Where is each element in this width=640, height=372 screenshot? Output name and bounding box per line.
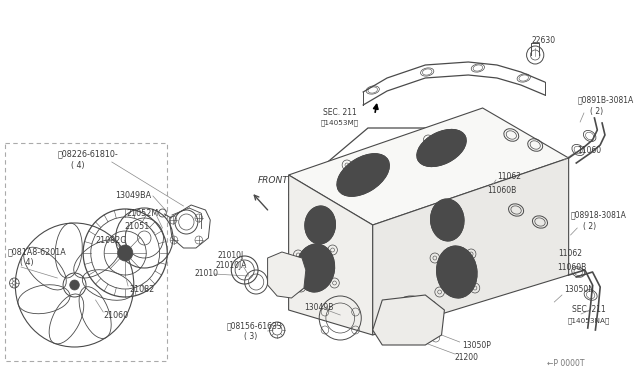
Ellipse shape bbox=[305, 206, 335, 244]
Text: 11062: 11062 bbox=[497, 171, 521, 180]
Ellipse shape bbox=[337, 154, 389, 196]
Text: 22630: 22630 bbox=[531, 35, 556, 45]
Text: ( 2): ( 2) bbox=[583, 221, 596, 231]
Text: 21082: 21082 bbox=[129, 285, 154, 295]
Text: 21082C: 21082C bbox=[95, 235, 127, 244]
Polygon shape bbox=[268, 252, 306, 298]
Text: 21051: 21051 bbox=[124, 221, 150, 231]
Text: SEC. 211: SEC. 211 bbox=[323, 108, 356, 116]
Ellipse shape bbox=[431, 199, 464, 241]
Text: 11062: 11062 bbox=[558, 250, 582, 259]
Text: 、14053NA〉: 、14053NA〉 bbox=[568, 318, 610, 324]
Text: 13050N: 13050N bbox=[564, 285, 594, 295]
Text: Ⓝ081A8-6201A: Ⓝ081A8-6201A bbox=[8, 247, 67, 257]
Text: SEC. 211: SEC. 211 bbox=[572, 305, 605, 314]
Text: Ⓝ08226-61810-: Ⓝ08226-61810- bbox=[58, 150, 118, 158]
Text: 21052M: 21052M bbox=[126, 208, 159, 218]
Circle shape bbox=[70, 280, 79, 290]
Text: 13050P: 13050P bbox=[463, 340, 492, 350]
Circle shape bbox=[118, 245, 133, 261]
Text: ( 3): ( 3) bbox=[244, 333, 257, 341]
Polygon shape bbox=[289, 175, 372, 335]
Text: ( 4): ( 4) bbox=[20, 259, 34, 267]
Polygon shape bbox=[372, 295, 444, 345]
Ellipse shape bbox=[296, 244, 335, 292]
Text: 21010: 21010 bbox=[195, 269, 219, 279]
Ellipse shape bbox=[417, 129, 466, 167]
Text: 13049B: 13049B bbox=[304, 302, 333, 311]
Text: ( 2): ( 2) bbox=[589, 106, 603, 115]
Ellipse shape bbox=[436, 246, 477, 298]
Text: 21010JA: 21010JA bbox=[215, 262, 246, 270]
Text: FRONT: FRONT bbox=[258, 176, 289, 185]
Text: ⒲08156-61633: ⒲08156-61633 bbox=[227, 321, 282, 330]
Text: 13049BA: 13049BA bbox=[115, 190, 151, 199]
Text: 21060: 21060 bbox=[103, 311, 129, 320]
Polygon shape bbox=[372, 158, 569, 335]
Text: Ⓞ08918-3081A: Ⓞ08918-3081A bbox=[570, 211, 627, 219]
Text: 11060: 11060 bbox=[577, 145, 602, 154]
Text: 21010J: 21010J bbox=[218, 250, 244, 260]
Text: 、14053M〉: 、14053M〉 bbox=[320, 120, 358, 126]
Text: 11060B: 11060B bbox=[557, 263, 586, 272]
Text: ( 4): ( 4) bbox=[71, 160, 84, 170]
Polygon shape bbox=[289, 108, 569, 225]
Text: 11060B: 11060B bbox=[488, 186, 516, 195]
Text: ←P 0000T: ←P 0000T bbox=[547, 359, 584, 368]
Text: Ⓞ0891B-3081A: Ⓞ0891B-3081A bbox=[577, 96, 634, 105]
Text: 21200: 21200 bbox=[455, 353, 479, 362]
